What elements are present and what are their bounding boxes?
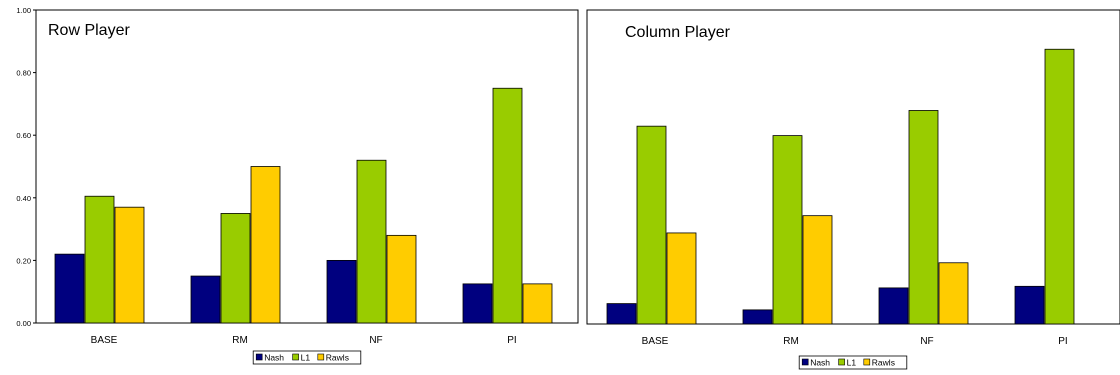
bar-l1-base <box>636 125 667 325</box>
x-tick-label: PI <box>507 335 516 346</box>
bar-l1-nf <box>908 110 939 325</box>
bar-nash-base <box>54 253 85 324</box>
legend: Nash L1 Rawls <box>252 350 362 365</box>
legend-label-rawls: Rawls <box>326 353 349 363</box>
bar-rawls-nf <box>386 234 417 324</box>
legend-label-rawls: Rawls <box>872 358 895 368</box>
legend-swatch-rawls <box>317 353 325 361</box>
bar-nash-nf <box>878 287 909 325</box>
y-tick-label: 0.60 <box>16 131 31 140</box>
bar-nash-pi <box>1014 285 1045 325</box>
x-tick-label: RM <box>783 336 799 347</box>
bar-nash-rm <box>190 275 221 324</box>
bar-l1-nf <box>356 159 387 324</box>
bar-rawls-base <box>666 232 697 325</box>
bar-rawls-base <box>114 206 145 324</box>
legend-label-l1: L1 <box>847 358 857 368</box>
chart-title: Row Player <box>48 22 130 39</box>
x-tick-label: BASE <box>91 335 118 346</box>
bar-l1-rm <box>220 213 251 324</box>
legend-swatch-l1 <box>838 358 845 366</box>
bar-l1-base <box>84 195 115 324</box>
chart-title: Column Player <box>625 24 731 41</box>
bar-rawls-rm <box>802 215 833 325</box>
bar-rawls-rm <box>250 166 281 324</box>
y-tick-label: 0.40 <box>16 194 31 203</box>
bar-nash-nf <box>326 259 357 324</box>
bar-nash-rm <box>742 309 773 325</box>
legend-box <box>252 350 362 365</box>
legend-swatch-rawls <box>863 358 871 366</box>
legend-label-nash: Nash <box>264 353 284 363</box>
x-tick-label: BASE <box>642 336 669 347</box>
bar-l1-rm <box>772 135 803 325</box>
legend-swatch-nash <box>255 353 263 361</box>
legend-box <box>798 355 908 370</box>
column-player-panel: Column Player BASE RM NF PI Nash L1 Rawls <box>586 9 1120 370</box>
x-tick-label: RM <box>232 335 248 346</box>
y-tick-label: 0.80 <box>16 69 31 78</box>
bar-l1-pi <box>1044 48 1075 325</box>
x-tick-label: NF <box>369 335 382 346</box>
bar-rawls-nf <box>938 262 969 325</box>
y-tick-label: 1.00 <box>16 6 31 15</box>
legend: Nash L1 Rawls <box>798 355 908 370</box>
y-tick-label: 0.00 <box>16 319 31 328</box>
bar-rawls-pi <box>522 283 553 324</box>
legend-label-nash: Nash <box>810 358 830 368</box>
y-tick-label: 0.20 <box>16 256 31 265</box>
bar-nash-pi <box>462 283 493 324</box>
bar-nash-base <box>606 303 637 325</box>
bar-l1-pi <box>492 87 523 324</box>
x-tick-label: PI <box>1058 336 1067 347</box>
x-tick-label: NF <box>920 336 933 347</box>
legend-label-l1: L1 <box>301 353 311 363</box>
legend-swatch-nash <box>801 358 809 366</box>
row-player-panel: Row Player 0.00 0.20 0.40 0.60 0.80 1.00 BASE RM… <box>16 6 579 365</box>
legend-swatch-l1 <box>292 353 299 361</box>
